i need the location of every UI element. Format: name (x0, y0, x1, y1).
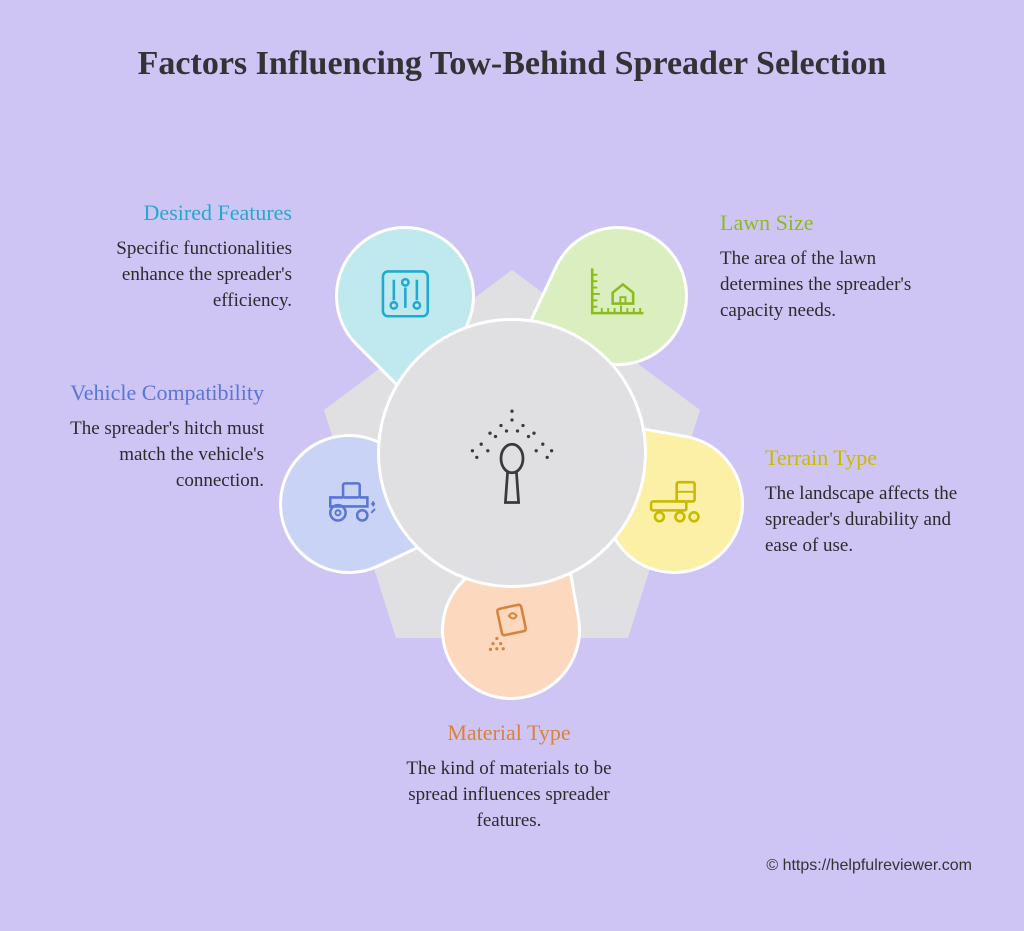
sliders-icon (373, 262, 437, 326)
spreader-spray-icon (457, 398, 567, 508)
tractor-icon (317, 470, 381, 534)
credit-text: © https://helpfulreviewer.com (766, 857, 972, 875)
factor-title: Lawn Size (720, 210, 930, 236)
factor-desc: The spreader's hitch must match the vehi… (54, 416, 264, 493)
factor-material-type: Material Type The kind of materials to be… (404, 720, 614, 833)
center-hub (377, 318, 647, 588)
factor-desc: The area of the lawn determines the spre… (720, 246, 930, 323)
factor-desc: The kind of materials to be spread influ… (404, 756, 614, 833)
factor-desc: The landscape affects the spreader's dur… (765, 481, 975, 558)
page-title: Factors Influencing Tow-Behind Spreader … (0, 0, 1024, 86)
seed-packet-icon (479, 596, 543, 660)
factor-desired-features: Desired Features Specific functionalities… (82, 200, 292, 313)
factor-vehicle-compat: Vehicle Compatibility The spreader's hitc… (54, 380, 264, 493)
factor-title: Terrain Type (765, 445, 975, 471)
factor-title: Vehicle Compatibility (54, 380, 264, 406)
factor-title: Material Type (404, 720, 614, 746)
factor-lawn-size: Lawn Size The area of the lawn determines… (720, 210, 930, 323)
factor-terrain-type: Terrain Type The landscape affects the sp… (765, 445, 975, 558)
cart-machine-icon (642, 470, 706, 534)
ruler-house-icon (586, 262, 650, 326)
factor-title: Desired Features (82, 200, 292, 226)
factor-desc: Specific functionalities enhance the spr… (82, 236, 292, 313)
